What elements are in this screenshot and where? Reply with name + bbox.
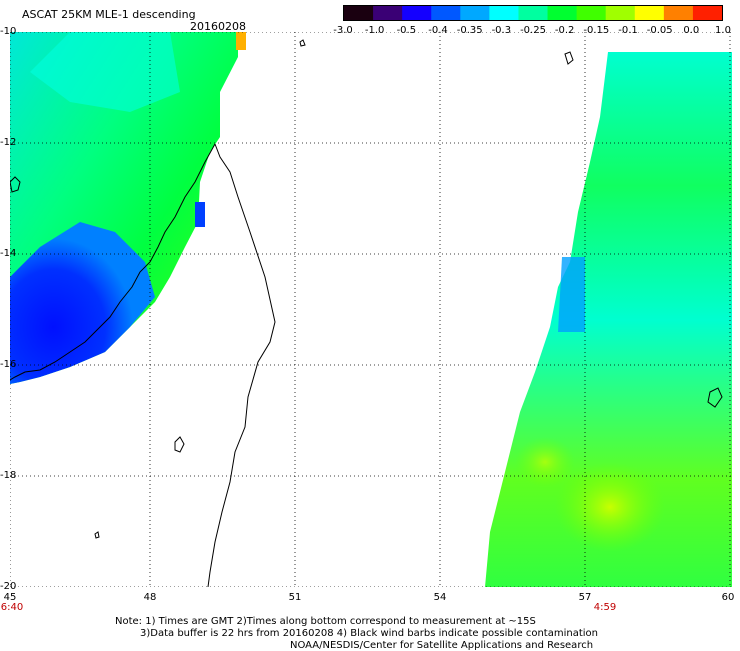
lon-label: 51 [288, 592, 302, 603]
note-line-3: NOAA/NESDIS/Center for Satellite Applica… [290, 640, 594, 651]
colorbar-label: -0.3 [491, 25, 512, 36]
colorbar-label: -0.1 [618, 25, 638, 36]
note-line-2: 3)Data buffer is 22 hrs from 20160208 4)… [140, 628, 598, 639]
small-island [174, 436, 185, 453]
colorbar-swatch [518, 6, 549, 20]
lat-label: -20 [0, 581, 17, 592]
small-island [94, 531, 100, 539]
lat-label: -12 [0, 137, 17, 148]
mayotte-coastline [10, 176, 21, 193]
colorbar-swatch [663, 6, 694, 20]
colorbar-swatch [489, 6, 519, 20]
colorbar-swatch [431, 6, 461, 20]
colorbar-label: -0.5 [396, 25, 417, 36]
time-label-left: 6:40 [0, 602, 24, 613]
product-title: ASCAT 25KM MLE-1 descending [22, 8, 196, 21]
colorbar-label: -0.05 [646, 25, 673, 36]
lat-label: -10 [0, 26, 17, 37]
lon-label: 60 [721, 592, 735, 603]
colorbar [343, 5, 723, 21]
colorbar-label: -0.25 [520, 25, 546, 36]
colorbar-swatch [576, 6, 607, 20]
lat-lon-grid [10, 32, 732, 587]
colorbar-swatch [605, 6, 636, 20]
colorbar-label: -1.0 [364, 25, 385, 36]
lon-label: 48 [143, 592, 157, 603]
colorbar-label: 0.0 [683, 25, 700, 36]
colorbar-swatch [692, 6, 722, 20]
colorbar-label: -0.4 [428, 25, 448, 36]
colorbar-label: 1.0 [715, 25, 731, 36]
madagascar-coastline [10, 143, 276, 587]
lon-label: 57 [578, 592, 592, 603]
lat-label: -16 [0, 359, 17, 370]
colorbar-swatch [402, 6, 432, 20]
note-line-1: Note: 1) Times are GMT 2)Times along bot… [115, 616, 536, 627]
colorbar-label: -0.2 [554, 25, 575, 36]
time-label-right: 4:59 [593, 602, 617, 613]
mauritius-coastline [707, 387, 723, 408]
small-island [299, 39, 306, 47]
lat-label: -18 [0, 470, 17, 481]
colorbar-label: -3.0 [333, 25, 353, 36]
colorbar-swatch [547, 6, 578, 20]
colorbar-swatch [373, 6, 403, 20]
lon-label: 54 [433, 592, 447, 603]
colorbar-label: -0.35 [456, 25, 483, 36]
swath-map [10, 32, 732, 587]
right-swath [485, 52, 732, 587]
left-swath [10, 32, 246, 384]
lon-label: 45 [3, 592, 17, 603]
small-island [564, 51, 574, 65]
colorbar-label: -0.15 [583, 25, 610, 36]
colorbar-swatch [634, 6, 665, 20]
product-date: 20160208 [190, 20, 246, 33]
colorbar-swatch [460, 6, 490, 20]
colorbar-labels: -3.0 -1.0 -0.5 -0.4 -0.35 -0.3 -0.25 -0.2 -0.15-… [330, 25, 740, 37]
colorbar-swatch [344, 6, 374, 20]
lat-label: -14 [0, 248, 17, 259]
